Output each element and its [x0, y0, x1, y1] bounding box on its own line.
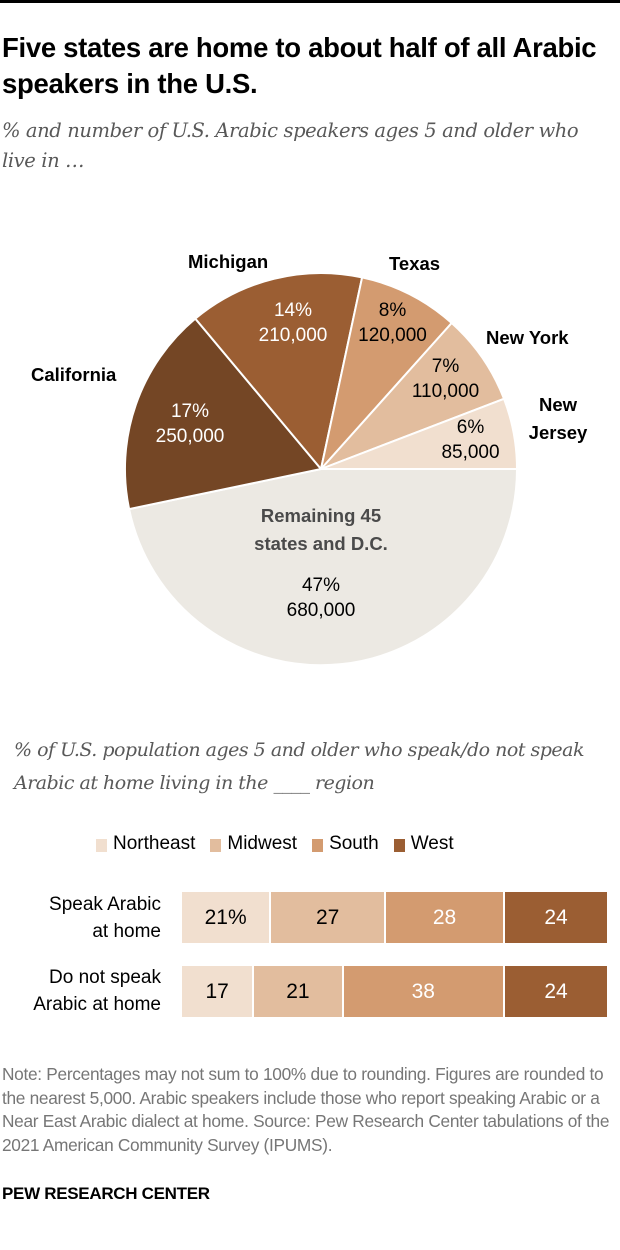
bar-seg-west: 24 — [505, 966, 607, 1017]
row-label-line2: Arabic at home — [33, 994, 161, 1015]
legend-label-northeast: Northeast — [113, 833, 196, 854]
brand-logo-text: PEW RESEARCH CENTER — [2, 1184, 210, 1203]
row-label-line2: at home — [92, 921, 161, 942]
chart-subtitle: % and number of U.S. Arabic speakers age… — [2, 119, 579, 172]
value-michigan-count: 210,000 — [258, 325, 328, 346]
legend-item-south: South — [312, 833, 379, 855]
row-label-line1: Speak Arabic — [49, 894, 161, 915]
top-rule — [0, 0, 620, 3]
legend-item-midwest: Midwest — [210, 833, 297, 855]
value-new-jersey-count: 85,000 — [441, 442, 500, 463]
pie-chart — [124, 272, 518, 667]
row-label-speak-arabic: Speak Arabic at home — [0, 891, 161, 945]
value-new-jersey: 6% 85,000 — [428, 415, 513, 465]
legend-item-northeast: Northeast — [96, 833, 195, 855]
legend-label-west: West — [410, 833, 454, 854]
legend-swatch-midwest — [210, 838, 222, 852]
value-california: 17% 250,000 — [130, 399, 250, 449]
bar-not-speak-arabic: 17 21 38 24 — [182, 966, 607, 1017]
bar-chart-subtitle: % of U.S. population ages 5 and older wh… — [14, 739, 585, 794]
bar-seg-midwest: 27 — [271, 892, 386, 943]
value-california-pct: 17% — [170, 401, 210, 422]
bar-seg-south: 38 — [343, 966, 505, 1017]
bar-seg-midwest: 21 — [254, 966, 344, 1017]
legend-label-south: South — [329, 833, 379, 854]
label-remaining-line1: Remaining 45 — [260, 505, 382, 526]
bar-legend: Northeast Midwest South West — [96, 833, 469, 855]
row-label-not-speak-arabic: Do not speak Arabic at home — [0, 964, 161, 1018]
value-new-york-count: 110,000 — [411, 381, 480, 402]
pie-slice-michigan — [194, 272, 364, 470]
bar-seg-south: 28 — [386, 892, 505, 943]
value-new-york-pct: 7% — [431, 356, 460, 377]
value-michigan: 14% 210,000 — [228, 298, 358, 348]
value-remaining-count: 680,000 — [286, 600, 356, 621]
legend-swatch-northeast — [96, 838, 107, 852]
value-texas-count: 120,000 — [358, 325, 427, 346]
legend-item-west: West — [393, 833, 454, 855]
value-new-york: 7% 110,000 — [398, 354, 493, 404]
legend-swatch-west — [393, 838, 405, 852]
pie-slice-remaining — [128, 468, 518, 667]
label-new-york: New York — [486, 327, 569, 348]
legend-label-midwest: Midwest — [227, 833, 298, 854]
label-michigan: Michigan — [188, 251, 269, 272]
value-texas-pct: 8% — [378, 300, 407, 321]
value-new-jersey-pct: 6% — [456, 417, 485, 438]
row-label-line1: Do not speak — [49, 967, 161, 988]
footnote: Note: Percentages may not sum to 100% du… — [2, 1063, 617, 1157]
bar-seg-west: 24 — [505, 892, 607, 943]
pie-slice-california — [124, 317, 322, 511]
chart-title: Five states are home to about half of al… — [2, 32, 597, 99]
legend-swatch-south — [312, 838, 324, 852]
label-texas: Texas — [389, 253, 441, 274]
label-california: California — [31, 364, 117, 385]
bar-seg-northeast: 21% — [182, 892, 272, 943]
label-new-jersey-line2: Jersey — [528, 422, 588, 443]
pie-slice-new-jersey — [320, 397, 518, 470]
value-michigan-pct: 14% — [273, 300, 313, 321]
bar-speak-arabic: 21% 27 28 24 — [182, 892, 607, 943]
value-texas: 8% 120,000 — [345, 298, 440, 348]
value-remaining: 47% 680,000 — [241, 573, 401, 623]
label-new-jersey-line1: New — [538, 394, 578, 415]
bar-seg-northeast: 17 — [182, 966, 255, 1017]
label-remaining: Remaining 45 states and D.C. — [221, 502, 421, 558]
value-california-count: 250,000 — [155, 426, 225, 447]
value-remaining-pct: 47% — [301, 575, 341, 596]
pie-slice-texas — [320, 276, 453, 470]
note-text: Note: Percentages may not sum to 100% du… — [2, 1064, 604, 1131]
label-new-jersey: New Jersey — [526, 391, 590, 447]
source-text: Source: Pew Research Center tabulations … — [2, 1111, 610, 1155]
label-remaining-line2: states and D.C. — [254, 533, 388, 554]
